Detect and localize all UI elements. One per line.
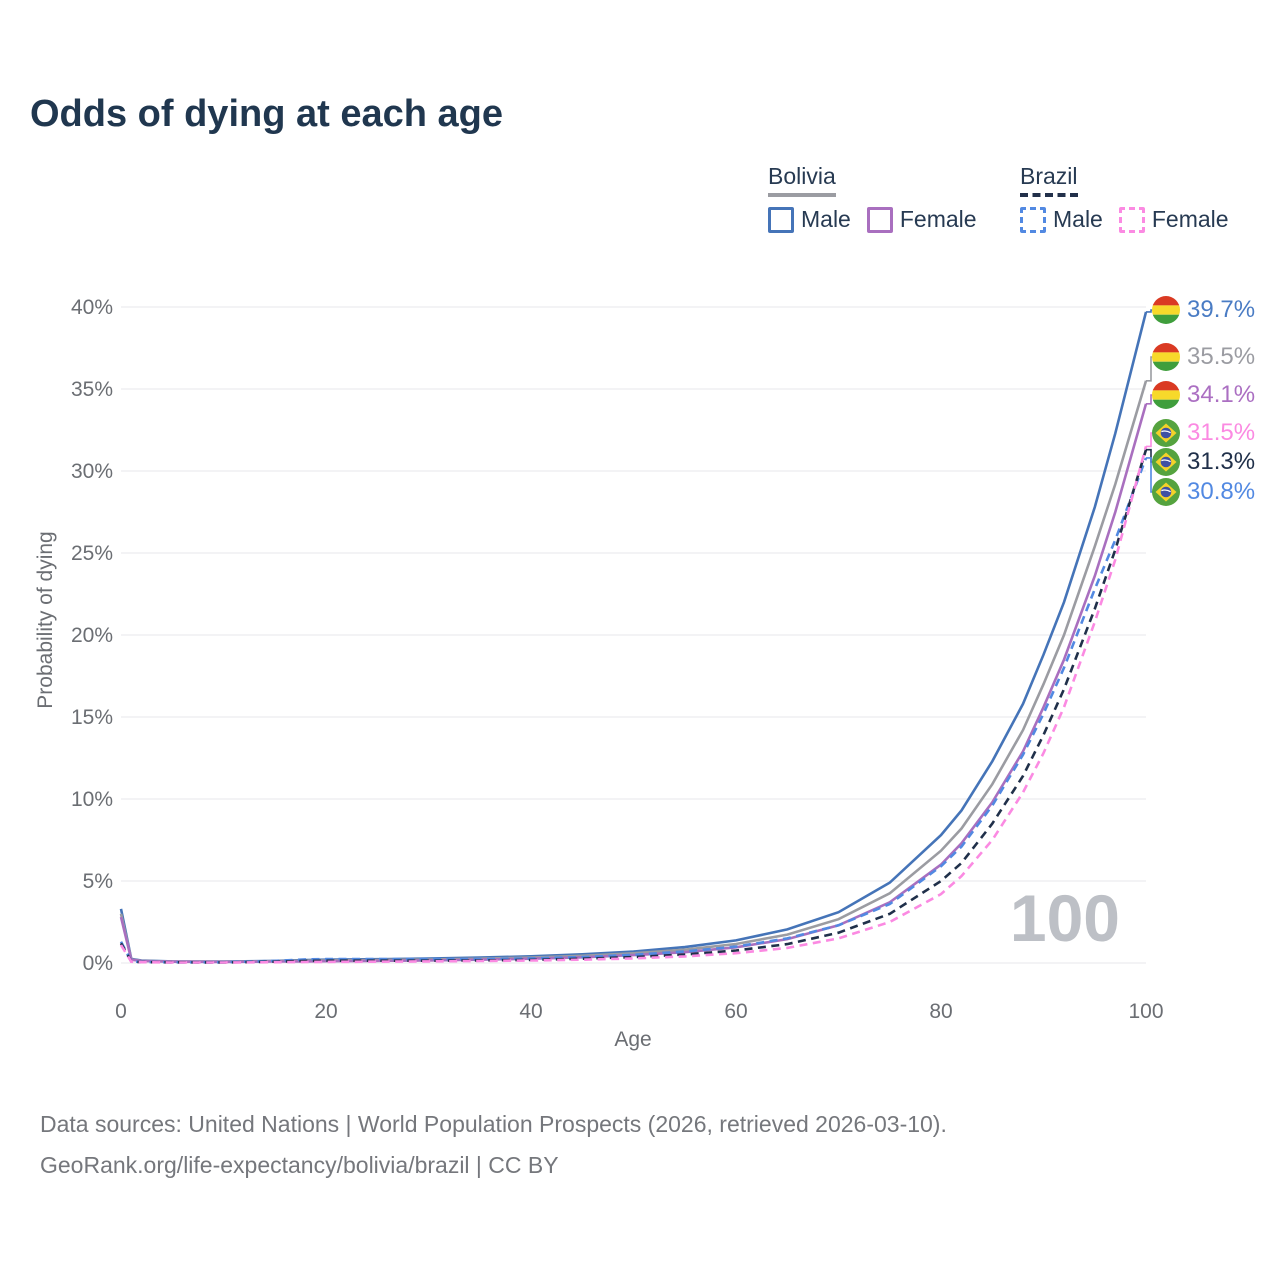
brazil-male-checkbox-icon[interactable]: [1020, 206, 1046, 233]
series-line-bolivia-female[interactable]: [119, 403, 1148, 964]
series-line-bolivia-male[interactable]: [119, 311, 1148, 963]
legend-country-brazil[interactable]: Brazil: [1020, 163, 1078, 197]
y-tick-label-35: 35%: [71, 378, 113, 401]
y-tick-label-30: 30%: [71, 460, 113, 483]
series-line-brazil-male[interactable]: [119, 457, 1148, 964]
legend-label-bolivia-female: Female: [899, 206, 977, 232]
series-line-brazil[interactable]: [119, 449, 1148, 964]
end-label-connector-bolivia: [1146, 356, 1157, 382]
legend-country-bolivia[interactable]: Bolivia: [768, 163, 836, 197]
y-tick-label-25: 25%: [71, 542, 113, 565]
x-tick-label-40: 40: [519, 1000, 542, 1023]
footer-attribution: GeoRank.org/life-expectancy/bolivia/braz…: [40, 1152, 559, 1178]
y-tick-label-15: 15%: [71, 706, 113, 729]
x-tick-label-0: 0: [115, 1000, 127, 1023]
bolivia-female-checkbox-icon[interactable]: [866, 206, 893, 233]
footer: Data sources: United Nations | World Pop…: [40, 1104, 947, 1186]
end-label-connector-brazil-female: [1146, 432, 1157, 448]
y-tick-label-20: 20%: [71, 624, 113, 647]
series-line-brazil-female[interactable]: [119, 446, 1148, 964]
legend-label-brazil-male: Male: [1053, 206, 1103, 232]
x-tick-label-80: 80: [929, 1000, 952, 1023]
x-tick-label-60: 60: [724, 1000, 747, 1023]
x-axis-title: Age: [614, 1028, 652, 1051]
legend-label-bolivia-male: Male: [801, 206, 851, 232]
y-tick-label-5: 5%: [83, 870, 113, 893]
end-label-connector-bolivia-female: [1146, 394, 1157, 405]
legend-toggle-bolivia-female[interactable]: Female: [866, 206, 977, 233]
x-tick-label-100: 100: [1128, 1000, 1163, 1023]
legend-toggle-bolivia-male[interactable]: Male: [768, 206, 851, 233]
legend-toggle-brazil-female[interactable]: Female: [1118, 206, 1229, 233]
y-tick-label-40: 40%: [71, 296, 113, 319]
y-tick-label-10: 10%: [71, 788, 113, 811]
end-label-connector-bolivia-male: [1146, 309, 1157, 313]
y-tick-label-0: 0%: [83, 952, 113, 975]
legend-toggle-brazil-male[interactable]: Male: [1020, 206, 1103, 233]
page-title: Odds of dying at each age: [30, 93, 503, 135]
x-tick-label-20: 20: [314, 1000, 337, 1023]
series-line-bolivia[interactable]: [119, 380, 1148, 964]
legend-group-bolivia: Bolivia Male Female: [768, 163, 977, 233]
footer-data-sources: Data sources: United Nations | World Pop…: [40, 1111, 947, 1137]
bolivia-male-checkbox-icon[interactable]: [768, 206, 794, 233]
legend-group-brazil: Brazil Male Female: [1020, 163, 1229, 233]
end-label-connector-brazil-male: [1146, 457, 1157, 493]
brazil-female-checkbox-icon[interactable]: [1118, 206, 1145, 233]
legend-label-brazil-female: Female: [1151, 206, 1229, 232]
hover-age-watermark: 100: [1010, 881, 1120, 955]
